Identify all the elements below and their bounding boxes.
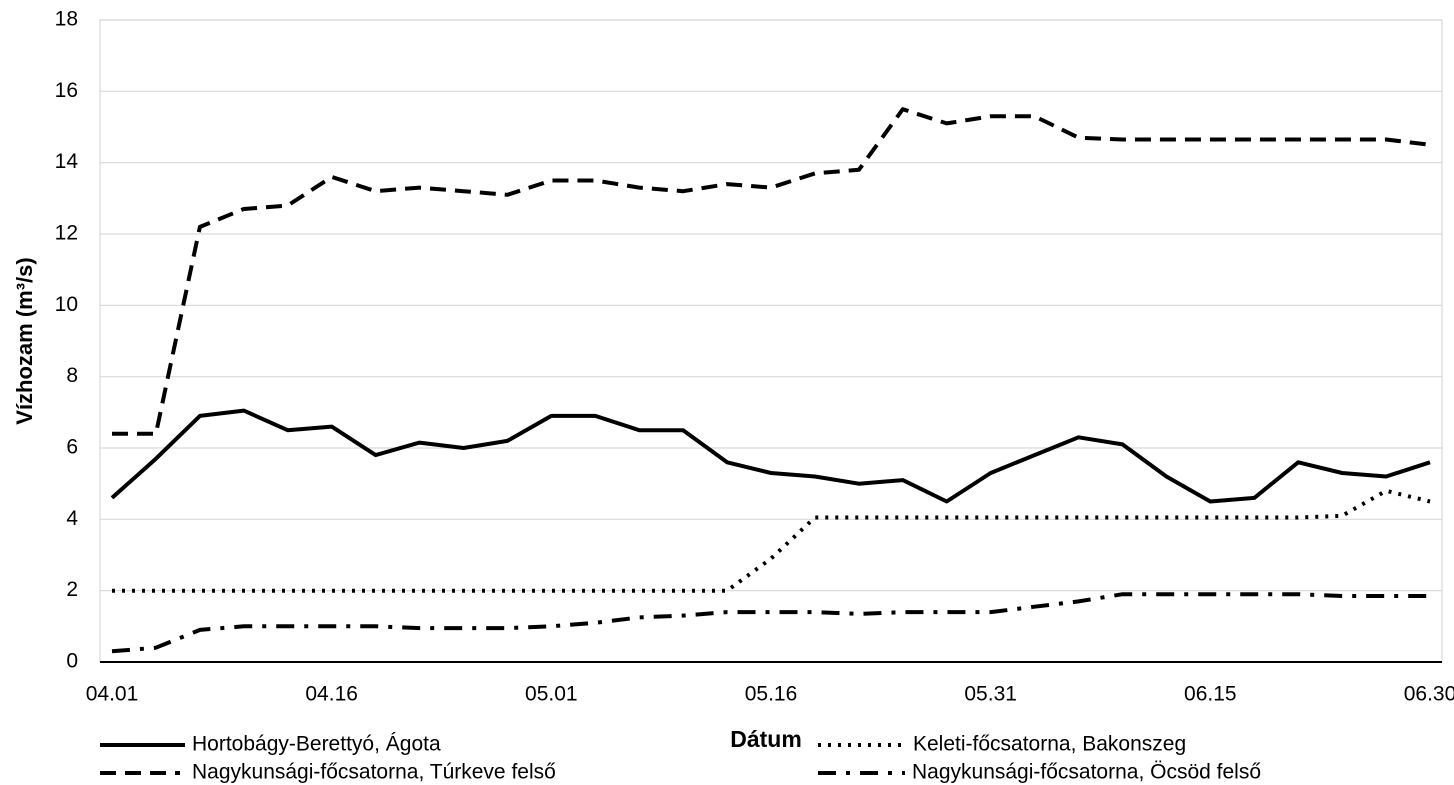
series-line [110, 408, 1431, 504]
legend-label: Nagykunsági-főcsatorna, Túrkeve felső [192, 761, 556, 784]
legend-label: Nagykunsági-főcsatorna, Öcsöd felső [912, 761, 1261, 784]
y-tick-label: 14 [55, 150, 79, 173]
x-tick-label: 04.16 [305, 683, 358, 706]
x-tick-label: 05.01 [525, 683, 578, 706]
y-tick-label: 4 [66, 507, 78, 530]
y-tick-label: 12 [55, 222, 78, 245]
legend-label: Keleti-főcsatorna, Bakonszeg [913, 733, 1186, 756]
y-tick-label: 16 [55, 79, 78, 102]
y-tick-label: 2 [66, 578, 78, 601]
y-tick-label: 18 [55, 8, 78, 31]
y-tick-label: 10 [55, 293, 78, 316]
y-tick-label: 6 [66, 436, 78, 459]
y-tick-label: 8 [66, 364, 78, 387]
x-tick-label: 05.31 [964, 683, 1017, 706]
x-tick-label: 04.01 [86, 683, 139, 706]
x-tick-label: 06.30 [1404, 683, 1454, 706]
x-axis-label: Dátum [730, 726, 802, 752]
legend-label: Hortobágy-Berettyó, Ágota [192, 733, 441, 756]
x-tick-label: 06.15 [1184, 683, 1237, 706]
x-tick-label: 05.16 [745, 683, 798, 706]
y-axis-label: Vízhozam (m³/s) [12, 257, 37, 424]
plot-frame [99, 19, 1443, 663]
series-line [112, 488, 1431, 593]
series-line [112, 107, 1431, 436]
y-tick-label: 0 [66, 650, 78, 673]
series-line [111, 592, 1430, 654]
